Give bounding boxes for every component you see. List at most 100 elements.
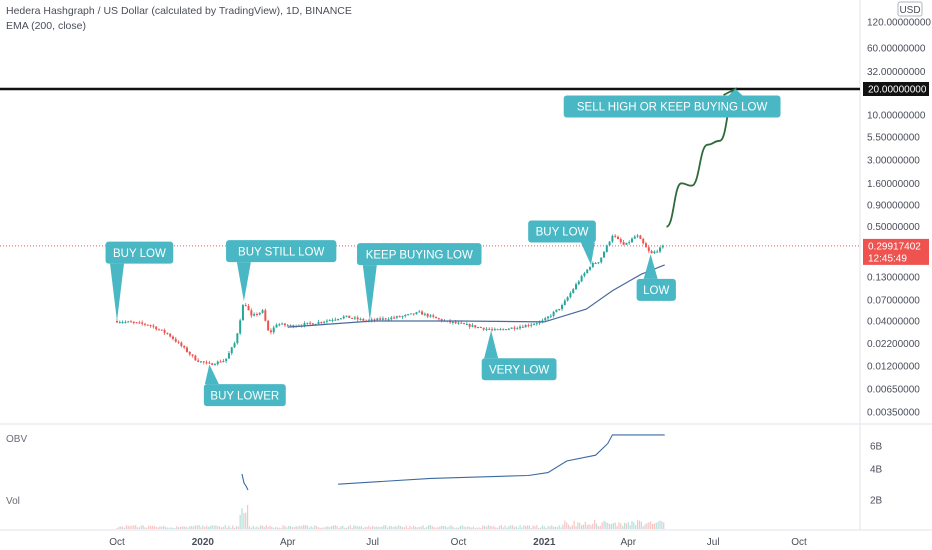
- volume-bar: [493, 526, 495, 529]
- candle-body: [135, 322, 138, 324]
- candle-body: [264, 310, 267, 321]
- candle-body: [197, 360, 200, 362]
- volume-bar: [297, 526, 299, 529]
- candle-body: [194, 355, 197, 361]
- volume-bar: [330, 525, 333, 529]
- annotation-callout: KEEP BUYING LOW: [357, 243, 482, 321]
- volume-bar: [504, 525, 506, 529]
- volume-bar: [379, 526, 381, 529]
- volume-bar: [205, 525, 208, 529]
- candle-body: [146, 324, 149, 326]
- volume-bar: [170, 527, 172, 529]
- volume-bar: [629, 525, 631, 529]
- volume-bar: [144, 527, 146, 529]
- volume-bar: [289, 525, 292, 529]
- volume-bar: [599, 525, 601, 529]
- volume-bar: [650, 521, 652, 529]
- volume-bar: [187, 527, 189, 529]
- candle-body: [423, 313, 426, 315]
- volume-bar: [530, 527, 532, 529]
- volume-bar: [582, 524, 585, 529]
- volume-bar: [131, 525, 133, 529]
- candle-body: [622, 242, 625, 245]
- volume-bar: [241, 508, 243, 529]
- obv-axis-label: 4B: [870, 465, 883, 476]
- y-tick-label: 0.01200000: [867, 361, 920, 372]
- volume-bar: [267, 526, 269, 529]
- y-tick-label: 60.00000000: [867, 43, 926, 54]
- volume-bar: [381, 526, 383, 529]
- volume-bar: [189, 526, 191, 529]
- volume-bar: [164, 526, 167, 529]
- candle-body: [241, 305, 244, 321]
- obv-panel-label: OBV: [6, 434, 28, 445]
- volume-bar: [403, 527, 405, 529]
- volume-bar: [332, 525, 335, 529]
- volume-bar: [243, 513, 245, 529]
- volume-bar: [465, 527, 467, 529]
- candle-body: [412, 313, 415, 315]
- candle-body: [530, 324, 533, 326]
- volume-bar: [284, 525, 286, 529]
- volume-bar: [263, 527, 266, 529]
- volume-bar: [301, 526, 303, 529]
- candle-body: [278, 324, 281, 326]
- volume-bar: [276, 527, 279, 529]
- volume-bar: [392, 526, 394, 529]
- candle-body: [513, 327, 516, 329]
- volume-bar: [631, 521, 633, 529]
- candle-body: [202, 361, 205, 363]
- annotation-box: [105, 241, 174, 264]
- candle-body: [213, 364, 216, 366]
- volume-bar: [487, 525, 489, 529]
- volume-bar: [161, 526, 163, 529]
- volume-bar: [594, 519, 596, 529]
- volume-bar: [209, 526, 211, 529]
- volume-bar: [525, 526, 527, 529]
- volume-bar: [545, 527, 547, 529]
- volume-bar: [508, 526, 510, 529]
- candle-body: [121, 322, 124, 324]
- volume-bar: [597, 526, 600, 529]
- candle-body: [239, 320, 242, 334]
- annotation-box: [563, 95, 781, 118]
- candle-body: [185, 347, 188, 352]
- volume-bar: [232, 525, 234, 529]
- volume-bar: [627, 522, 629, 529]
- volume-bar: [245, 512, 247, 529]
- candle-body: [353, 317, 356, 319]
- candle-body: [502, 329, 505, 331]
- volume-bar: [528, 525, 530, 529]
- obv-axis-label: 6B: [870, 442, 883, 453]
- volume-bar: [435, 527, 437, 529]
- x-tick-label: 2021: [533, 537, 556, 548]
- candle-body: [580, 275, 583, 282]
- volume-bar: [329, 527, 331, 529]
- candle-body: [625, 242, 628, 245]
- volume-bar: [258, 527, 260, 529]
- candle-body: [339, 318, 342, 320]
- volume-bar: [278, 527, 280, 529]
- candle-body: [597, 262, 600, 264]
- candle-body: [575, 284, 578, 290]
- candle-body: [404, 314, 407, 317]
- candle-body: [317, 322, 320, 324]
- volume-bar: [163, 525, 165, 529]
- volume-bar: [386, 527, 389, 529]
- volume-bar: [140, 525, 142, 529]
- volume-bar: [511, 525, 514, 529]
- price-badge-countdown: 12:45:49: [868, 253, 907, 264]
- volume-bar: [515, 526, 517, 529]
- level-badge: 20.00000000: [863, 82, 929, 96]
- volume-bar: [344, 527, 346, 529]
- volume-bar: [135, 525, 137, 529]
- volume-bar: [541, 525, 544, 529]
- ema-line: [287, 264, 665, 328]
- price-badge-box: [863, 238, 929, 265]
- annotation-box: [357, 243, 482, 266]
- candle-body: [359, 318, 362, 320]
- volume-bar: [120, 526, 122, 529]
- volume-bar: [319, 527, 321, 529]
- candle-body: [630, 238, 633, 243]
